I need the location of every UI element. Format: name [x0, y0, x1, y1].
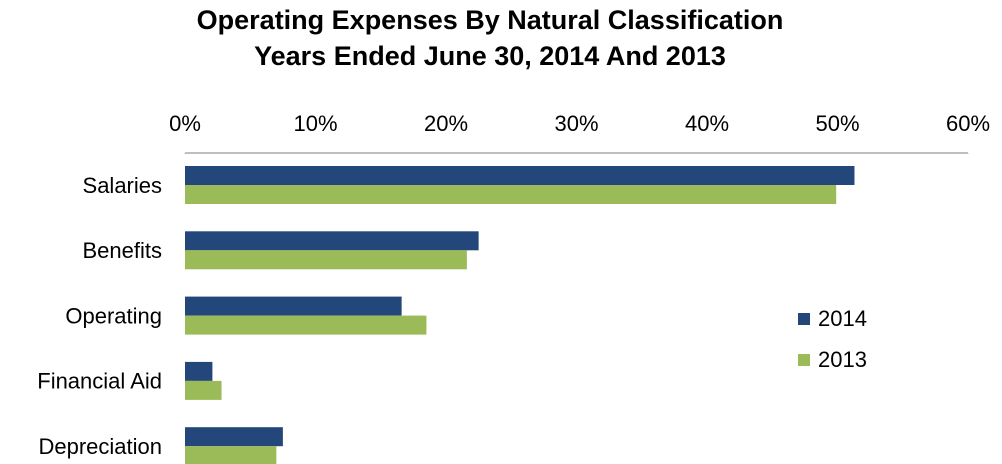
x-tick-label: 50%: [815, 111, 859, 136]
legend-label: 2013: [818, 347, 867, 372]
chart-subtitle: Years Ended June 30, 2014 And 2013: [254, 41, 726, 71]
bar: [185, 361, 213, 381]
chart-title: Operating Expenses By Natural Classifica…: [197, 5, 784, 35]
x-tick-label: 40%: [685, 111, 729, 136]
legend-label: 2014: [818, 306, 867, 331]
y-tick-label: Financial Aid: [37, 369, 162, 394]
bar: [185, 296, 402, 316]
y-tick-label: Operating: [65, 303, 162, 328]
bar: [185, 446, 277, 464]
y-tick-label: Benefits: [83, 238, 163, 263]
y-tick-label: Salaries: [83, 173, 162, 198]
x-tick-label: 60%: [946, 111, 990, 136]
bar: [185, 185, 837, 204]
bar: [185, 250, 467, 270]
legend-swatch: [798, 313, 810, 325]
bar: [185, 231, 479, 251]
bar: [185, 380, 222, 400]
bar: [185, 166, 855, 185]
x-tick-label: 20%: [424, 111, 468, 136]
y-tick-label: Depreciation: [38, 434, 162, 459]
bar: [185, 315, 427, 335]
legend-swatch: [798, 354, 810, 366]
bar: [185, 427, 283, 447]
x-tick-label: 30%: [554, 111, 598, 136]
x-tick-label: 10%: [293, 111, 337, 136]
x-tick-label: 0%: [169, 111, 201, 136]
